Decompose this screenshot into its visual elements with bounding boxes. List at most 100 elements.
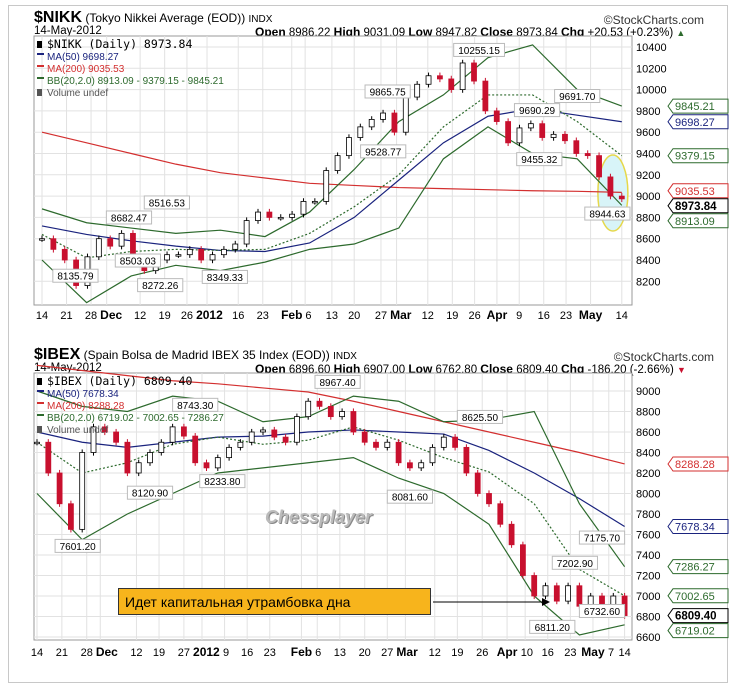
y-tick-label: 7200 (636, 571, 660, 583)
price-annotation-box (529, 619, 576, 634)
candle-body (380, 112, 386, 120)
x-tick-label: 19 (153, 647, 165, 659)
price-annotation-box (513, 103, 561, 118)
x-tick-label: 16 (538, 310, 550, 322)
candle-body (452, 436, 459, 448)
legend-swatch-icon (37, 77, 44, 79)
legend-swatch-icon (37, 65, 44, 67)
x-tick-label: Mar (390, 308, 412, 322)
candle-body (61, 248, 68, 261)
price-annotation: 8944.63 (589, 210, 626, 221)
x-tick-label: 23 (560, 310, 572, 322)
candle-body (323, 170, 330, 202)
x-tick-label: 13 (334, 647, 346, 659)
price-annotation: 8233.80 (204, 477, 241, 488)
candle-body (226, 446, 233, 459)
x-tick-label: Mar (396, 645, 418, 659)
candle-body (68, 503, 74, 530)
price-annotation: 8503.03 (120, 257, 157, 268)
candle-body (550, 133, 557, 138)
candle-body (425, 75, 432, 85)
candle-body (607, 176, 614, 197)
price-annotation-box (54, 538, 101, 553)
candle-body (573, 140, 580, 154)
candle-body (135, 462, 142, 474)
value-tag (667, 148, 729, 164)
x-tick-label: 27 (375, 310, 387, 322)
price-annotation: 9528.77 (365, 147, 402, 158)
candle-body (531, 575, 538, 597)
x-tick-label: 19 (159, 310, 171, 322)
candle-body (107, 238, 114, 247)
candle-body (255, 211, 261, 221)
candle-body (260, 429, 266, 433)
ibex-exchange: INDX (333, 351, 357, 362)
price-annotation: 9691.70 (559, 92, 596, 103)
x-tick-label: 23 (264, 647, 276, 659)
x-tick-label: Feb (281, 308, 302, 322)
candle-body (474, 472, 481, 494)
x-tick-label: Dec (96, 645, 118, 659)
y-tick-label: 10400 (636, 42, 667, 54)
candle-body (368, 119, 375, 128)
candle-body (553, 585, 560, 602)
x-tick-label: 14 (618, 647, 630, 659)
legend-swatch-icon (37, 390, 44, 392)
stockcharts-brand[interactable]: ©StockCharts.com (613, 350, 714, 364)
candle-body (158, 441, 165, 453)
value-tag (667, 198, 729, 214)
x-tick-label: 21 (56, 647, 68, 659)
candle-body (414, 83, 421, 98)
x-tick-label: 14 (36, 310, 48, 322)
x-tick-label: May (579, 308, 603, 322)
candle-body (542, 585, 549, 597)
price-annotation-box (52, 268, 99, 283)
legend-item: Volume undef (47, 88, 108, 99)
legend-item: $NIKK (Daily) 8973.84 (47, 37, 192, 51)
x-tick-label: 20 (359, 647, 371, 659)
x-tick-label: 23 (257, 310, 269, 322)
stockcharts-brand[interactable]: ©StockCharts.com (603, 13, 704, 27)
y-tick-label: 8800 (636, 212, 660, 224)
candle-body (198, 248, 205, 261)
up-arrow-icon: ▲ (676, 28, 686, 38)
price-annotation: 10255.15 (458, 46, 500, 57)
candle-body (505, 121, 512, 144)
ma50-line (36, 429, 625, 528)
x-tick-label: 10 (521, 647, 533, 659)
x-tick-label: 28 (81, 647, 93, 659)
bb-upper-line (41, 44, 623, 238)
candle-body (300, 201, 307, 215)
candle-body (45, 441, 52, 474)
x-tick-label: 7 (608, 647, 614, 659)
y-tick-label: 9800 (636, 106, 660, 118)
x-tick-label: 21 (60, 310, 72, 322)
x-tick-label: 14 (616, 310, 628, 322)
candle-body (565, 585, 571, 602)
value-tag (667, 588, 729, 604)
y-tick-label: 8200 (636, 276, 660, 288)
candle-body (361, 431, 368, 443)
x-tick-label: 14 (31, 647, 43, 659)
x-tick-label: 26 (476, 647, 488, 659)
price-annotation-box (126, 485, 174, 500)
candle-body (508, 523, 515, 546)
nikk-symbol: $NIKK (34, 9, 83, 26)
price-annotation-box (554, 89, 601, 104)
y-tick-label: 8200 (636, 468, 660, 480)
value-tag-label: 8288.28 (675, 459, 715, 471)
x-tick-label: 2012 (196, 308, 223, 322)
candle-body (56, 472, 63, 505)
value-tag-label: 6719.02 (675, 626, 715, 638)
value-tag (667, 608, 729, 624)
legend-swatch-icon (37, 53, 44, 55)
candle-body (50, 238, 57, 250)
ma200-line (41, 131, 622, 193)
x-tick-label: 12 (422, 310, 434, 322)
legend-item: MA(50) 7678.34 (47, 389, 119, 400)
price-annotation: 8081.60 (392, 493, 429, 504)
candle-body (186, 248, 193, 256)
y-tick-label: 7800 (636, 509, 660, 521)
candle-body (618, 195, 625, 200)
